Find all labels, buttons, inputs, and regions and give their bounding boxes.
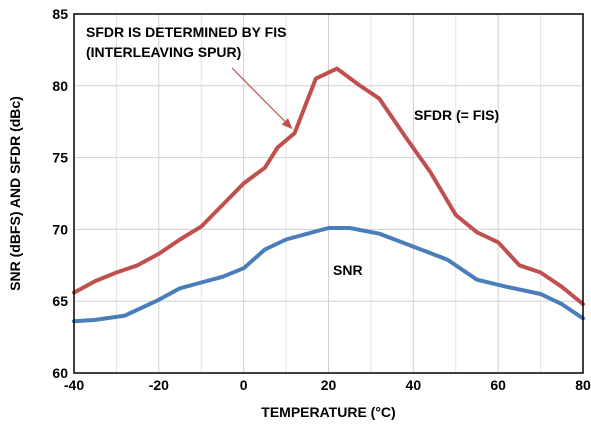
tick-labels: -40 -20 0 20 40 60 80 60 65 70 75 80 85 [52, 6, 591, 393]
y-tick-label: 85 [52, 6, 68, 22]
y-tick-label: 80 [52, 78, 68, 94]
annotation-arrow-head [281, 118, 293, 130]
y-tick-label: 75 [52, 150, 68, 166]
series-line-snr [72, 226, 585, 324]
series-label-snr: SNR [333, 262, 363, 278]
y-tick-label: 60 [52, 365, 68, 381]
x-tick-label: -40 [64, 377, 84, 393]
x-tick-label: -20 [149, 377, 169, 393]
series-line-sfdr-fis [72, 66, 585, 307]
x-axis-title: TEMPERATURE (°C) [261, 404, 395, 420]
x-tick-label: 80 [575, 377, 591, 393]
x-tick-label: 60 [490, 377, 506, 393]
x-tick-label: 40 [406, 377, 422, 393]
y-axis-title: SNR (dBFS) AND SFDR (dBc) [7, 96, 23, 291]
series-label-sfdr: SFDR (= FIS) [414, 107, 499, 123]
plot-frame [73, 13, 584, 374]
x-tick-label: 20 [321, 377, 337, 393]
x-tick-label: 0 [240, 377, 248, 393]
y-tick-label: 70 [52, 221, 68, 237]
annotation-line-1: SFDR IS DETERMINED BY FIS [86, 24, 286, 40]
annotation-line-2: (INTERLEAVING SPUR) [86, 44, 241, 60]
annotation-arrow-line [231, 67, 286, 122]
series-layer [72, 66, 585, 324]
y-tick-label: 65 [52, 293, 68, 309]
grid [73, 13, 584, 374]
